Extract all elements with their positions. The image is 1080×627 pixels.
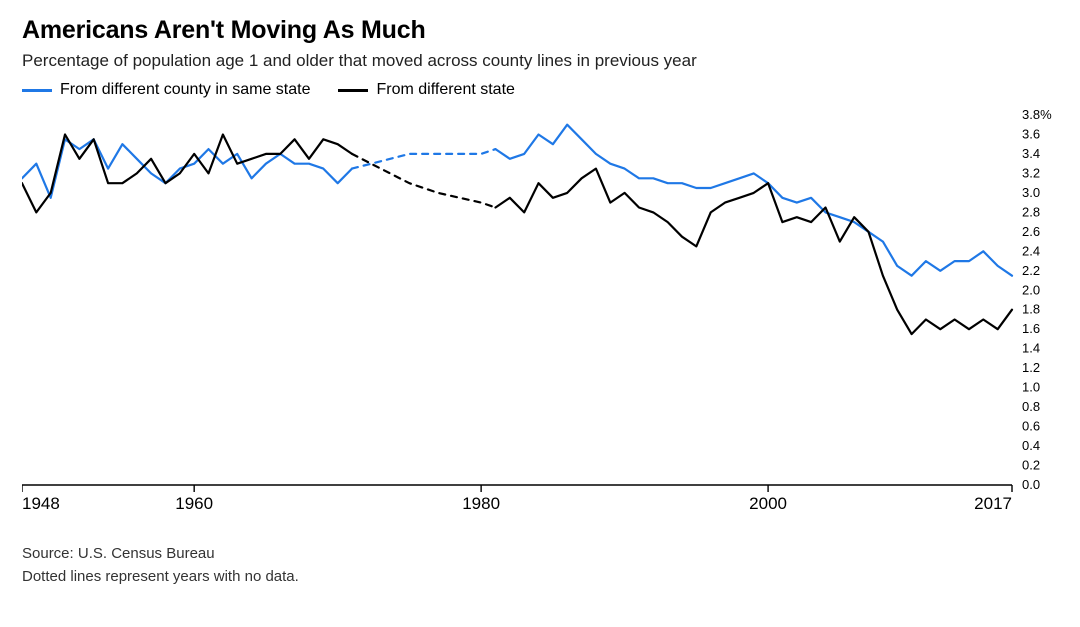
legend-swatch-diff-state: [338, 89, 368, 92]
series-diff_state-dashed: [352, 154, 496, 208]
legend-swatch-same-state: [22, 89, 52, 92]
legend-item-same-state: From different county in same state: [22, 81, 310, 99]
y-tick-label: 2.8: [1022, 204, 1040, 219]
y-tick-label: 2.4: [1022, 243, 1040, 258]
y-tick-label: 1.4: [1022, 341, 1040, 356]
line-chart-svg: 0.0 0.2 0.4 0.6 0.8 1.0 1.2 1.4 1.6 1.8 2.0 2.2 2.4 2…: [22, 105, 1058, 535]
note-line: Dotted lines represent years with no dat…: [22, 566, 1058, 589]
series-same_state: [496, 125, 1013, 276]
y-tick-label: 1.0: [1022, 380, 1040, 395]
y-tick-label: 0.0: [1022, 477, 1040, 492]
source-line: Source: U.S. Census Bureau: [22, 543, 1058, 566]
legend-item-diff-state: From different state: [338, 81, 514, 99]
y-tick-label: 3.4: [1022, 146, 1040, 161]
chart-container: Americans Aren't Moving As Much Percenta…: [0, 0, 1080, 627]
y-tick-label: 2.6: [1022, 224, 1040, 239]
series-diff_state: [22, 135, 352, 213]
chart-footer: Source: U.S. Census Bureau Dotted lines …: [22, 543, 1058, 588]
chart-subtitle: Percentage of population age 1 and older…: [22, 51, 1058, 71]
chart-title: Americans Aren't Moving As Much: [22, 16, 1058, 45]
x-tick-label: 1980: [462, 494, 500, 513]
y-tick-label: 1.8: [1022, 302, 1040, 317]
y-tick-label: 3.2: [1022, 165, 1040, 180]
y-tick-label: 0.2: [1022, 458, 1040, 473]
y-tick-label: 1.6: [1022, 321, 1040, 336]
x-tick-label: 2017: [974, 494, 1012, 513]
chart-plot-area: 0.0 0.2 0.4 0.6 0.8 1.0 1.2 1.4 1.6 1.8 2.0 2.2 2.4 2…: [22, 105, 1058, 535]
y-tick-label: 0.6: [1022, 419, 1040, 434]
y-tick-label: 3.0: [1022, 185, 1040, 200]
y-tick-label: 2.2: [1022, 263, 1040, 278]
y-tick-label: 3.6: [1022, 126, 1040, 141]
y-tick-label: 2.0: [1022, 282, 1040, 297]
y-tick-label: 0.4: [1022, 438, 1040, 453]
y-tick-label: 0.8: [1022, 399, 1040, 414]
y-tick-label: 3.8%: [1022, 107, 1052, 122]
x-tick-label: 2000: [749, 494, 787, 513]
legend: From different county in same state From…: [22, 81, 1058, 99]
legend-label-same-state: From different county in same state: [60, 81, 310, 99]
y-tick-label: 1.2: [1022, 360, 1040, 375]
legend-label-diff-state: From different state: [376, 81, 514, 99]
series-same_state: [22, 139, 352, 198]
x-tick-label: 1948: [22, 494, 60, 513]
series-diff_state: [496, 169, 1013, 335]
x-tick-label: 1960: [175, 494, 213, 513]
